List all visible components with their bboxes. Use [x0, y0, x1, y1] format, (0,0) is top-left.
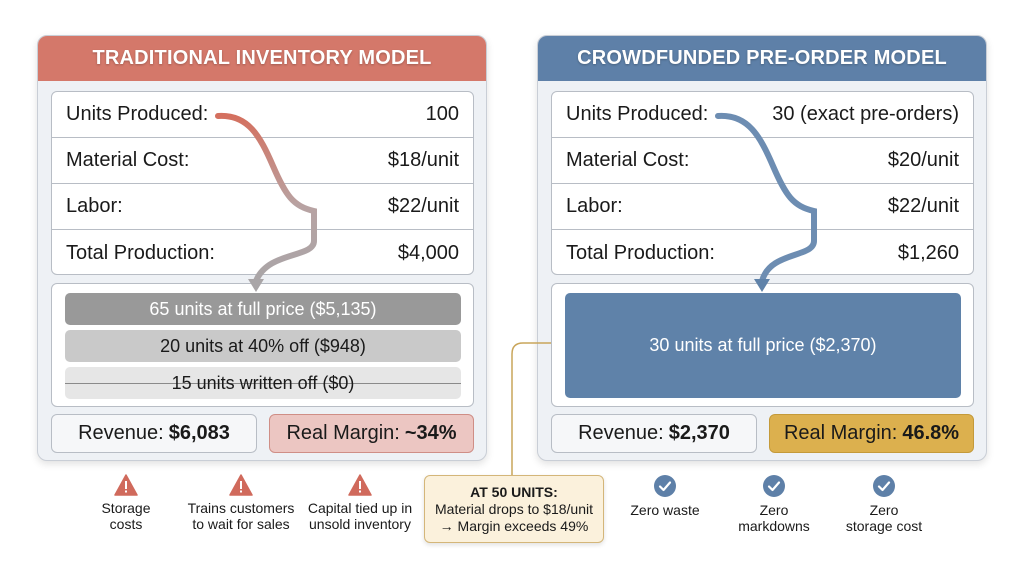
warning-icon	[229, 474, 253, 496]
drawback-text: Capital tied up in	[307, 500, 413, 516]
traditional-revenue-box: Revenue: $6,083	[51, 414, 257, 453]
spec-row-total: Total Production: $1,260	[552, 230, 973, 274]
outcome-text: 20 units at 40% off ($948)	[160, 335, 366, 356]
spec-label: Material Cost:	[66, 149, 190, 171]
outcome-bar-full-price: 65 units at full price ($5,135)	[65, 293, 461, 325]
warning-icon	[114, 474, 138, 496]
margin-label: Real Margin:	[286, 422, 400, 444]
crowdfunded-outcome-box: 30 units at full price ($2,370)	[551, 283, 974, 407]
spec-row-units: Units Produced: 100	[52, 92, 473, 138]
benefit-text: storage cost	[845, 518, 923, 534]
drawback-text: costs	[109, 516, 143, 532]
warning-icon	[348, 474, 372, 496]
check-circle-icon	[763, 475, 785, 497]
revenue-value: $2,370	[668, 422, 730, 444]
spec-value: 30 (exact pre-orders)	[772, 103, 959, 125]
check-circle-icon	[873, 475, 895, 497]
spec-label: Labor:	[66, 195, 123, 217]
outcome-bar-full-price: 30 units at full price ($2,370)	[565, 293, 961, 398]
traditional-margin-box: Real Margin: ~34%	[269, 414, 474, 453]
traditional-model-panel: TRADITIONAL INVENTORY MODEL Units Produc…	[37, 35, 487, 461]
spec-row-total: Total Production: $4,000	[52, 230, 473, 274]
drawback-text: to wait for sales	[192, 516, 290, 532]
spec-label: Labor:	[566, 195, 623, 217]
outcome-bar-discounted: 20 units at 40% off ($948)	[65, 330, 461, 362]
margin-value: 46.8%	[902, 422, 960, 444]
spec-row-units: Units Produced: 30 (exact pre-orders)	[552, 92, 973, 138]
spec-label: Total Production:	[66, 241, 215, 264]
outcome-text: 65 units at full price ($5,135)	[149, 298, 377, 319]
crowdfunded-revenue-box: Revenue: $2,370	[551, 414, 757, 453]
spec-label: Units Produced:	[566, 103, 709, 125]
drawback-text: Storage	[101, 500, 151, 516]
spec-value: 100	[425, 103, 459, 125]
benefit-text: markdowns	[738, 518, 810, 534]
callout-text: → Margin exceeds 49%	[439, 518, 589, 534]
fifty-units-callout: AT 50 UNITS: Material drops to $18/unit …	[424, 475, 604, 543]
spec-value: $20/unit	[887, 149, 959, 171]
benefit-zero-markdowns: Zero markdowns	[709, 474, 839, 534]
benefit-text: Zero	[759, 502, 789, 518]
drawback-text: Trains customers	[187, 500, 295, 516]
callout-text: Material drops to $18/unit	[435, 501, 593, 517]
spec-label: Material Cost:	[566, 149, 690, 171]
crowdfunded-margin-box: Real Margin: 46.8%	[769, 414, 974, 453]
traditional-outcome-box: 65 units at full price ($5,135) 20 units…	[51, 283, 474, 407]
benefit-zero-waste: Zero waste	[600, 474, 730, 518]
crowdfunded-model-panel: CROWDFUNDED PRE-ORDER MODEL Units Produc…	[537, 35, 987, 461]
drawback-text: unsold inventory	[309, 516, 411, 532]
benefit-text: Zero waste	[630, 502, 700, 518]
check-circle-icon	[654, 475, 676, 497]
drawback-capital-tied-up: Capital tied up in unsold inventory	[295, 474, 425, 532]
traditional-spec-table: Units Produced: 100 Material Cost: $18/u…	[51, 91, 474, 275]
traditional-panel-title: TRADITIONAL INVENTORY MODEL	[38, 36, 486, 81]
revenue-value: $6,083	[168, 422, 230, 444]
margin-value: ~34%	[404, 422, 457, 444]
spec-value: $1,260	[897, 241, 959, 264]
outcome-text: 30 units at full price ($2,370)	[649, 335, 877, 355]
spec-value: $4,000	[397, 241, 459, 264]
drawback-trains-customers: Trains customers to wait for sales	[176, 474, 306, 532]
benefit-text: Zero	[869, 502, 899, 518]
crowdfunded-panel-title: CROWDFUNDED PRE-ORDER MODEL	[538, 36, 986, 81]
spec-value: $18/unit	[387, 149, 459, 171]
spec-row-labor: Labor: $22/unit	[552, 184, 973, 230]
callout-title: AT 50 UNITS:	[470, 484, 558, 500]
drawback-storage-costs: Storage costs	[61, 474, 191, 532]
margin-label: Real Margin:	[783, 422, 898, 444]
spec-value: $22/unit	[887, 195, 959, 217]
spec-label: Units Produced:	[66, 103, 209, 125]
revenue-label: Revenue:	[78, 422, 164, 444]
outcome-text: 15 units written off ($0)	[171, 372, 355, 393]
spec-label: Total Production:	[566, 241, 715, 264]
crowdfunded-spec-table: Units Produced: 30 (exact pre-orders) Ma…	[551, 91, 974, 275]
outcome-bar-written-off: 15 units written off ($0)	[65, 367, 461, 399]
spec-row-labor: Labor: $22/unit	[52, 184, 473, 230]
spec-row-material: Material Cost: $20/unit	[552, 138, 973, 184]
spec-value: $22/unit	[387, 195, 459, 217]
strikethrough-line	[65, 383, 461, 384]
revenue-label: Revenue:	[578, 422, 664, 444]
benefit-zero-storage: Zero storage cost	[819, 474, 949, 534]
spec-row-material: Material Cost: $18/unit	[52, 138, 473, 184]
